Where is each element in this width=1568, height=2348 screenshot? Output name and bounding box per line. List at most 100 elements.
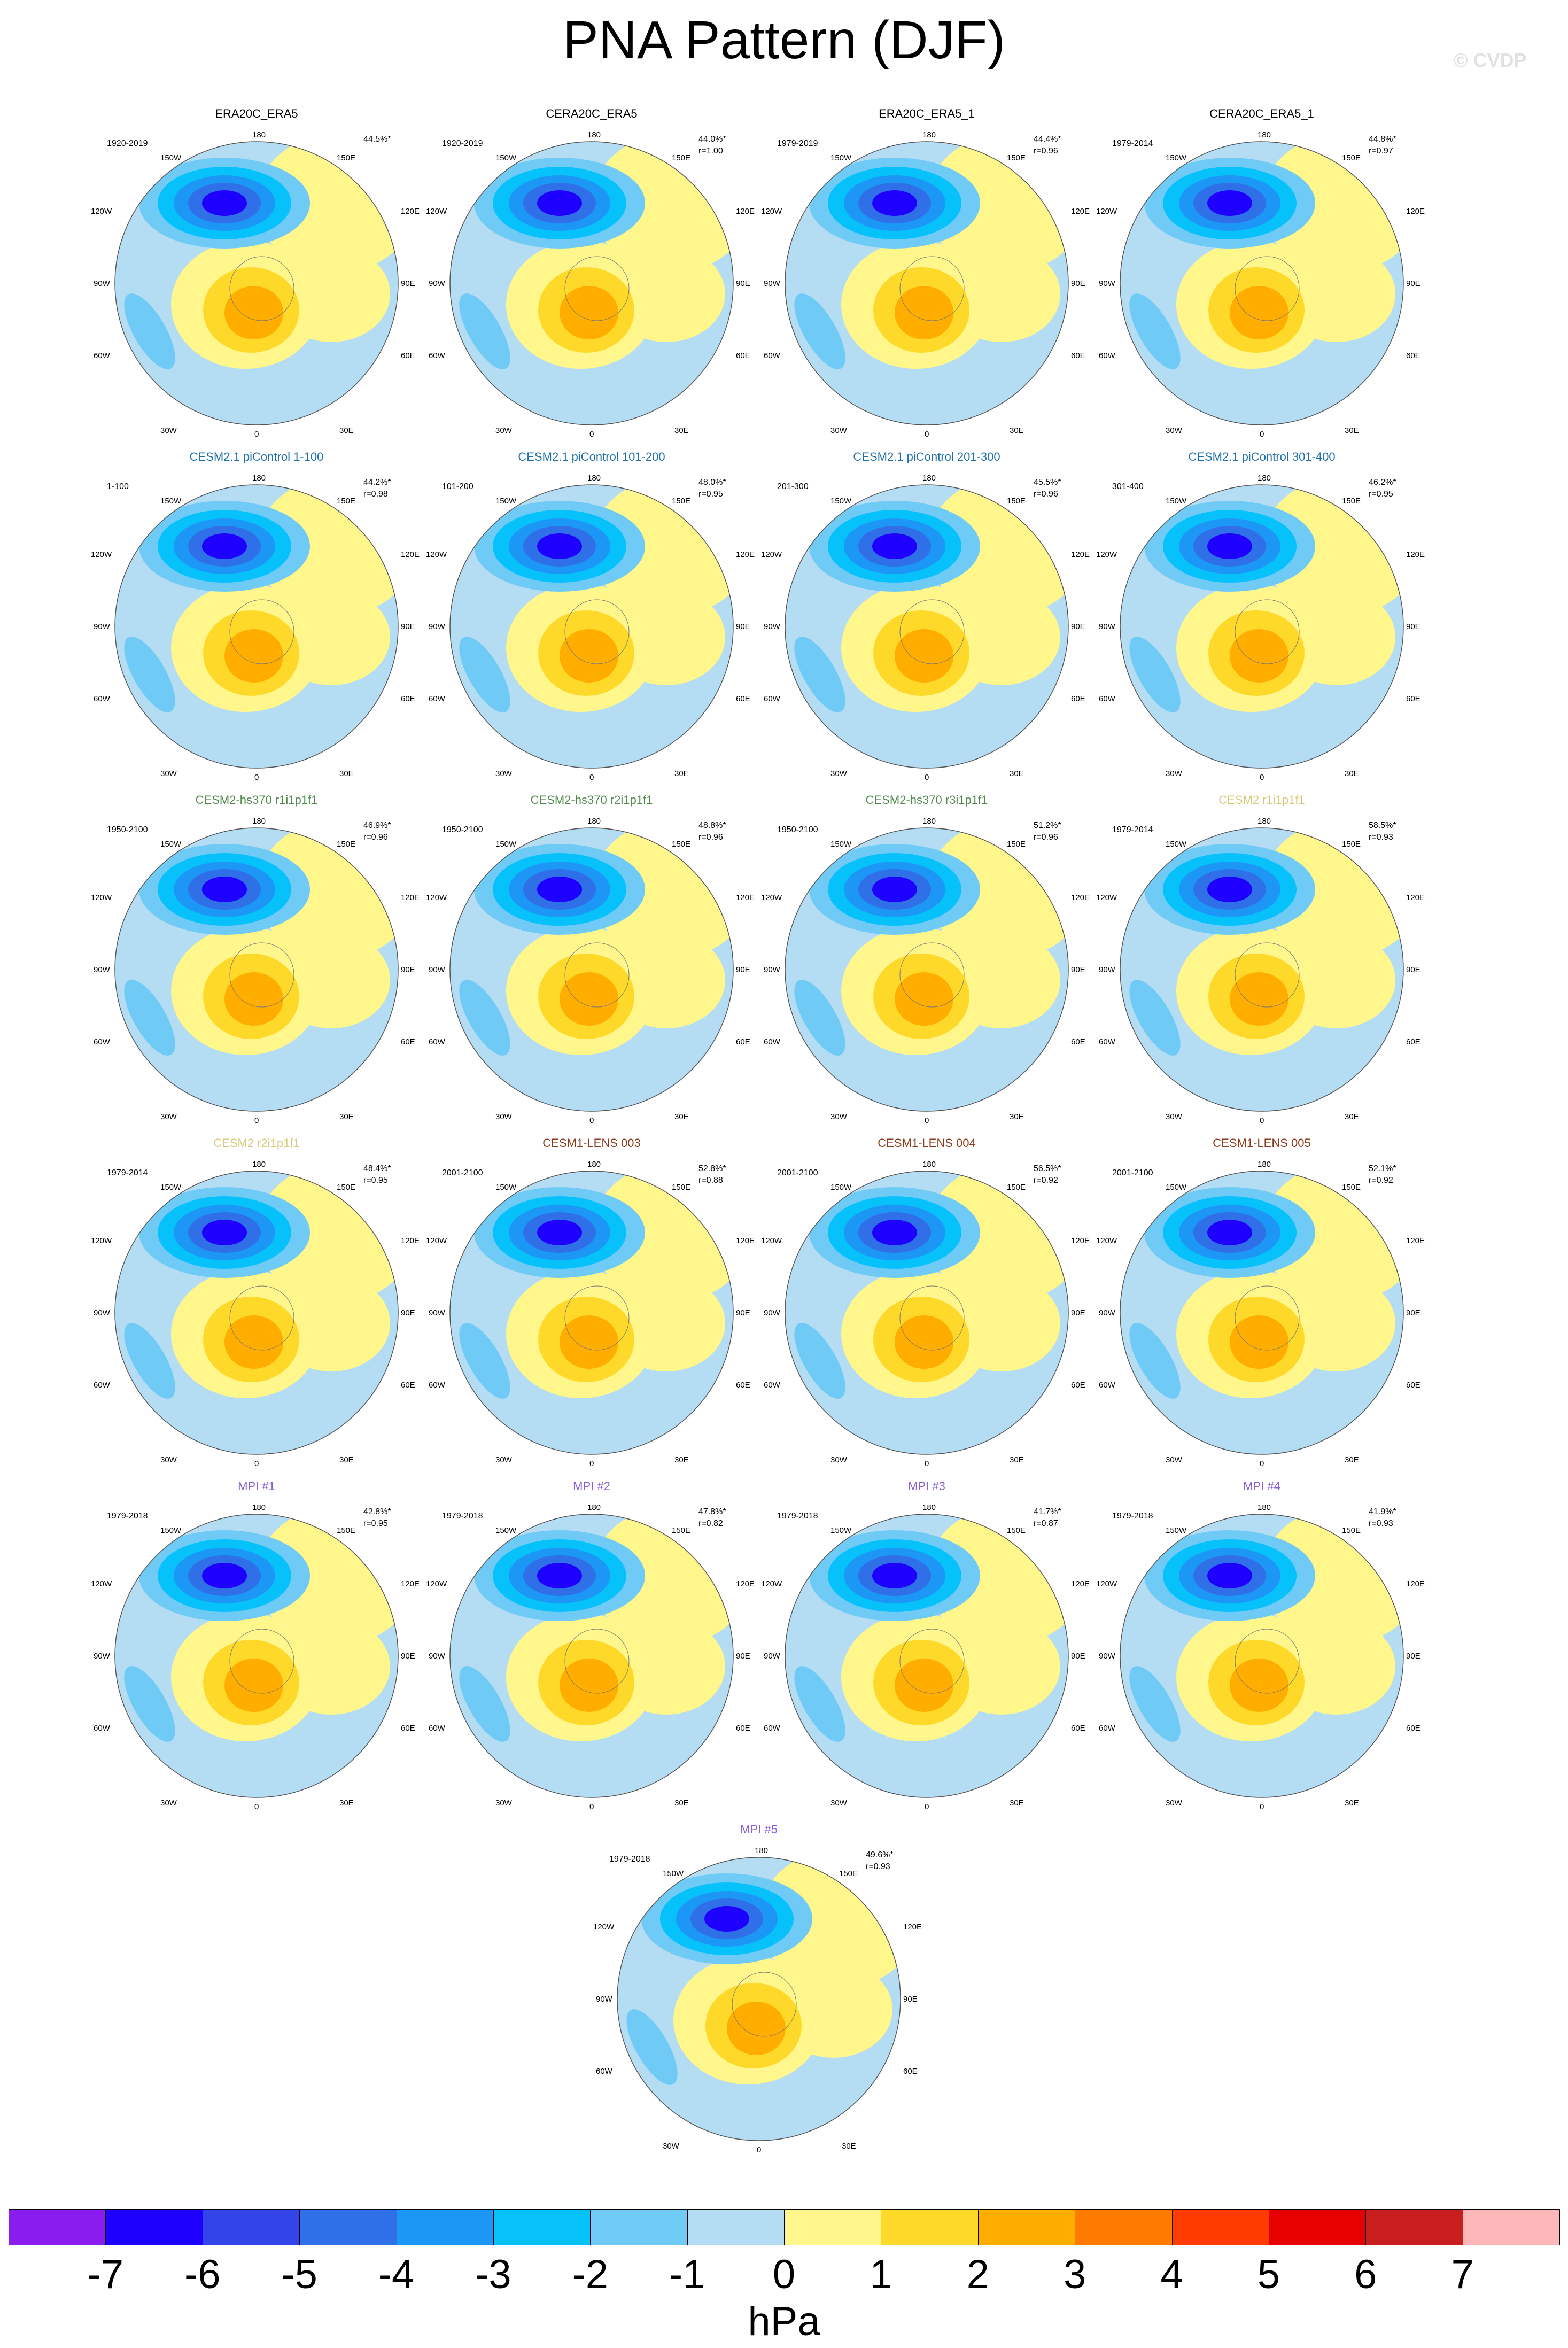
longitude-label: 60W (764, 351, 781, 360)
colorbar-swatch (299, 2209, 397, 2245)
positive-anomaly-center (1230, 286, 1288, 339)
longitude-label: 90W (94, 279, 111, 288)
map-boundary (1120, 1171, 1404, 1455)
longitude-label: 120W (1096, 1579, 1117, 1588)
arctic-coastline (899, 599, 965, 664)
longitude-label: 120E (736, 207, 755, 216)
negative-anomaly-band (794, 637, 845, 712)
longitude-label: 30W (495, 1112, 513, 1121)
colorbar-tick-label: -7 (87, 2252, 124, 2297)
positive-anomaly-region (1278, 246, 1395, 342)
aleutian-low (537, 877, 582, 902)
map-boundary (785, 484, 1069, 769)
longitude-label: 90W (429, 279, 446, 288)
longitude-label: 90E (1071, 965, 1085, 974)
panel-explained-variance: 44.2%* (363, 478, 391, 487)
aleutian-low (202, 533, 247, 559)
longitude-label: 120W (91, 1236, 112, 1245)
longitude-label: 120E (1406, 893, 1425, 902)
longitude-label: 60E (1071, 694, 1085, 703)
panel-period: 301-400 (1112, 482, 1144, 491)
panel-pattern-correlation: r=0.96 (363, 833, 388, 842)
longitude-label: 180 (252, 1503, 266, 1512)
map-boundary (449, 141, 734, 425)
arctic-coastline (899, 942, 965, 1008)
panel-pattern-correlation: r=0.96 (1034, 146, 1058, 156)
longitude-label: 0 (254, 430, 259, 439)
longitude-label: 60E (401, 694, 415, 703)
positive-anomaly-center (1230, 972, 1288, 1026)
panel-pattern-correlation: r=0.92 (1369, 1176, 1393, 1185)
longitude-label: 60E (903, 2067, 918, 2076)
panel-title: ERA20C_ERA5_1 (879, 107, 975, 120)
positive-anomaly-center (560, 1659, 618, 1712)
longitude-label: 30W (830, 1112, 848, 1121)
aleutian-low (872, 1220, 917, 1245)
map-boundary (449, 484, 734, 769)
panel-title: CESM2.1 piControl 101-200 (518, 450, 665, 463)
colorbar-swatch (1171, 2209, 1269, 2245)
arctic-coastline (899, 1629, 965, 1694)
panel-pattern-correlation: r=0.93 (1369, 833, 1393, 842)
longitude-label: 150E (672, 840, 690, 849)
longitude-label: 60W (429, 1724, 446, 1733)
longitude-label: 180 (587, 817, 601, 826)
longitude-label: 180 (1257, 130, 1271, 140)
arctic-coastline (1235, 942, 1300, 1008)
longitude-label: 120W (426, 550, 447, 559)
longitude-label: 180 (587, 1160, 601, 1169)
map-boundary (449, 827, 734, 1112)
panel-explained-variance: 46.9%* (363, 821, 391, 830)
longitude-label: 120W (426, 893, 447, 902)
positive-anomaly-center (224, 286, 283, 339)
polar-map: 180 150W 150E 120W 120E 90W 90E 60W 60E 30W 30E 0 (1096, 474, 1425, 782)
longitude-label: 150W (1166, 1526, 1187, 1535)
panel-title: MPI #4 (1243, 1479, 1280, 1493)
aleutian-low (202, 1563, 247, 1588)
map-boundary (785, 141, 1069, 425)
longitude-label: 30W (160, 1799, 177, 1808)
map-boundary (617, 1857, 901, 2141)
longitude-label: 90W (429, 965, 446, 974)
panel-pattern-correlation: r=0.82 (698, 1519, 723, 1528)
longitude-label: 120W (426, 1236, 447, 1245)
positive-anomaly-region (1278, 932, 1395, 1028)
longitude-label: 180 (755, 1846, 768, 1855)
panel-explained-variance: 41.7%* (1034, 1507, 1061, 1516)
longitude-label: 90W (1099, 1308, 1116, 1318)
longitude-label: 120E (401, 1236, 420, 1245)
longitude-label: 150E (672, 497, 690, 506)
panel-period: 1979-2014 (1112, 139, 1153, 148)
longitude-label: 90E (1071, 1652, 1085, 1661)
longitude-label: 30E (1345, 1112, 1359, 1121)
longitude-label: 90E (736, 1652, 750, 1661)
panel-explained-variance: 56.5%* (1034, 1164, 1061, 1173)
positive-anomaly-region (1278, 1275, 1395, 1371)
longitude-label: 90W (94, 622, 111, 631)
longitude-label: 150W (160, 840, 182, 849)
longitude-label: 30E (1345, 769, 1359, 778)
polar-map: 180 150W 150E 120W 120E 90W 90E 60W 60E 30W 30E 0 (1096, 1503, 1425, 1811)
map-panel: MPI #3 180 150W 150E 120W 120E 90W 90E 60W 60E 30W… (745, 1479, 1108, 1822)
positive-anomaly-center (895, 972, 953, 1026)
longitude-label: 90W (429, 622, 446, 631)
panel-period: 1979-2014 (107, 1168, 148, 1177)
map-field (617, 1857, 901, 2141)
longitude-label: 150W (830, 153, 852, 162)
longitude-label: 0 (925, 1802, 929, 1811)
negative-anomaly-band (1129, 980, 1181, 1056)
longitude-label: 180 (1257, 817, 1271, 826)
longitude-label: 120E (736, 1236, 755, 1245)
longitude-label: 60E (736, 351, 750, 360)
panel-title: MPI #1 (238, 1479, 275, 1493)
arctic-coastline (564, 1629, 630, 1694)
longitude-label: 90W (596, 1995, 613, 2004)
longitude-label: 30E (1010, 1799, 1024, 1808)
negative-anomaly-band (1129, 1666, 1181, 1742)
colorbar-swatch (105, 2209, 203, 2245)
positive-anomaly-center (560, 1315, 618, 1369)
map-panel: CERA20C_ERA5_1 180 150W 150E 120W 120E 90W 90E 6… (1080, 107, 1443, 449)
longitude-label: 90E (736, 622, 750, 631)
longitude-label: 60E (736, 1724, 750, 1733)
longitude-label: 90E (736, 965, 750, 974)
